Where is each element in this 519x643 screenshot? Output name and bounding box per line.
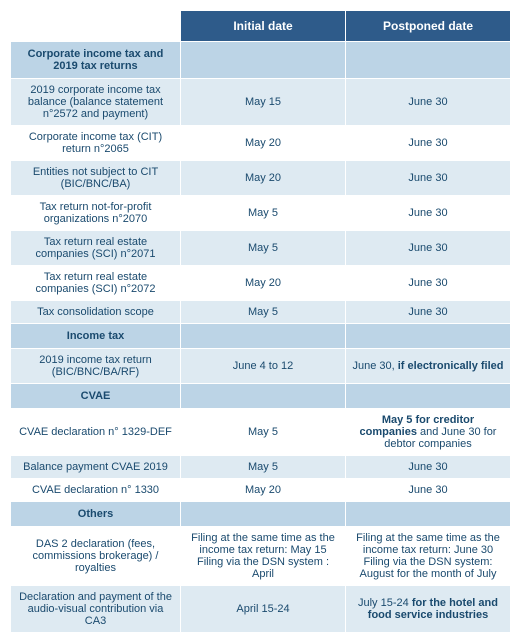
postponed-date: June 30 (346, 196, 511, 231)
postponed-date: July 15-24 for the hotel and food servic… (346, 586, 511, 633)
initial-date: May 20 (181, 266, 346, 301)
initial-date: May 5 (181, 409, 346, 456)
postponed-text: July 15-24 (358, 597, 412, 609)
section-blank (346, 42, 511, 79)
section-blank (181, 42, 346, 79)
section-income-label: Income tax (11, 324, 181, 349)
table-row: Tax return real estate companies (SCI) n… (11, 266, 511, 301)
initial-date: May 20 (181, 479, 346, 502)
section-blank (181, 384, 346, 409)
row-label: 2019 income tax return (BIC/BNC/BA/RF) (11, 349, 181, 384)
initial-date: April 15-24 (181, 586, 346, 633)
postponed-date: June 30 (346, 79, 511, 126)
initial-date: May 20 (181, 161, 346, 196)
header-blank (11, 11, 181, 42)
row-label: CVAE declaration n° 1329-DEF (11, 409, 181, 456)
postponed-date: June 30 (346, 479, 511, 502)
section-blank (346, 324, 511, 349)
postponed-date: June 30 (346, 231, 511, 266)
header-row: Initial date Postponed date (11, 11, 511, 42)
table-row: CVAE declaration n° 1329-DEF May 5 May 5… (11, 409, 511, 456)
postponed-date: May 5 for creditor companies and June 30… (346, 409, 511, 456)
postponed-date: June 30 (346, 301, 511, 324)
postponed-date: June 30 (346, 456, 511, 479)
postponed-text: June 30, (352, 360, 397, 372)
row-label: Tax return not-for-profit organizations … (11, 196, 181, 231)
table-row: Entities not subject to CIT (BIC/BNC/BA)… (11, 161, 511, 196)
initial-date: May 5 (181, 231, 346, 266)
header-postponed: Postponed date (346, 11, 511, 42)
row-label: Entities not subject to CIT (BIC/BNC/BA) (11, 161, 181, 196)
initial-date: May 5 (181, 196, 346, 231)
initial-date: May 5 (181, 301, 346, 324)
table-row: 2019 income tax return (BIC/BNC/BA/RF) J… (11, 349, 511, 384)
section-corp-label: Corporate income tax and 2019 tax return… (11, 42, 181, 79)
postponed-date: June 30 (346, 161, 511, 196)
initial-date: May 15 (181, 79, 346, 126)
section-blank (346, 384, 511, 409)
postponed-date: June 30 (346, 126, 511, 161)
section-others-label: Others (11, 502, 181, 527)
row-label: 2019 corporate income tax balance (balan… (11, 79, 181, 126)
table-row: DAS 2 declaration (fees, commissions bro… (11, 527, 511, 586)
section-blank (181, 324, 346, 349)
row-label: Declaration and payment of the audio-vis… (11, 586, 181, 633)
row-label: Balance payment CVAE 2019 (11, 456, 181, 479)
section-cvae: CVAE (11, 384, 511, 409)
row-label: Tax return real estate companies (SCI) n… (11, 231, 181, 266)
section-cvae-label: CVAE (11, 384, 181, 409)
tax-dates-table: Initial date Postponed date Corporate in… (10, 10, 511, 633)
postponed-bold: if electronically filed (398, 360, 504, 372)
section-corp: Corporate income tax and 2019 tax return… (11, 42, 511, 79)
table-row: Corporate income tax (CIT) return n°2065… (11, 126, 511, 161)
section-others: Others (11, 502, 511, 527)
initial-date: Filing at the same time as the income ta… (181, 527, 346, 586)
section-income: Income tax (11, 324, 511, 349)
row-label: Tax consolidation scope (11, 301, 181, 324)
initial-date: May 5 (181, 456, 346, 479)
postponed-date: June 30, if electronically filed (346, 349, 511, 384)
table-row: Tax consolidation scope May 5 June 30 (11, 301, 511, 324)
row-label: DAS 2 declaration (fees, commissions bro… (11, 527, 181, 586)
header-initial: Initial date (181, 11, 346, 42)
postponed-date: Filing at the same time as the income ta… (346, 527, 511, 586)
table-row: 2019 corporate income tax balance (balan… (11, 79, 511, 126)
table-row: CVAE declaration n° 1330 May 20 June 30 (11, 479, 511, 502)
row-label: CVAE declaration n° 1330 (11, 479, 181, 502)
postponed-date: June 30 (346, 266, 511, 301)
section-blank (181, 502, 346, 527)
initial-date: May 20 (181, 126, 346, 161)
table-row: Tax return real estate companies (SCI) n… (11, 231, 511, 266)
table-row: Declaration and payment of the audio-vis… (11, 586, 511, 633)
table-row: Balance payment CVAE 2019 May 5 June 30 (11, 456, 511, 479)
table-row: Tax return not-for-profit organizations … (11, 196, 511, 231)
row-label: Corporate income tax (CIT) return n°2065 (11, 126, 181, 161)
section-blank (346, 502, 511, 527)
initial-date: June 4 to 12 (181, 349, 346, 384)
row-label: Tax return real estate companies (SCI) n… (11, 266, 181, 301)
